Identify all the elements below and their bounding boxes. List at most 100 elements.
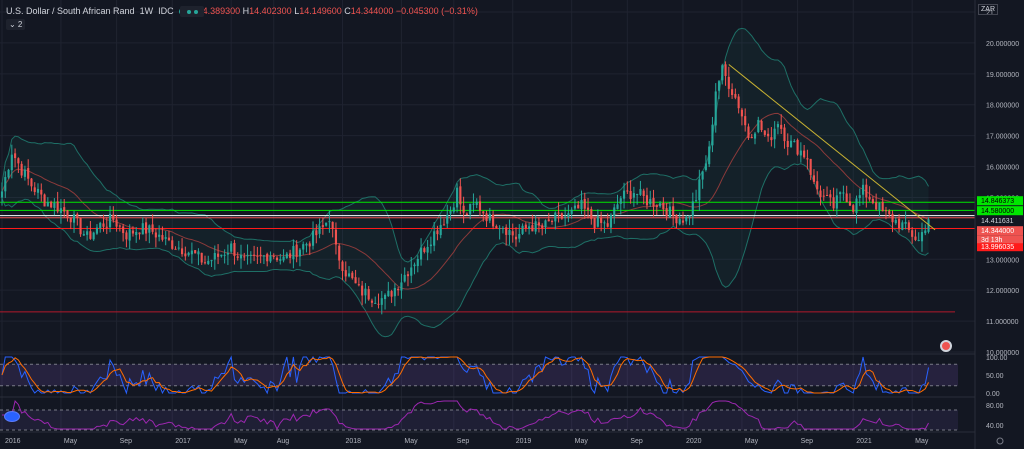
candle-body bbox=[550, 220, 554, 222]
candle-body bbox=[554, 212, 557, 222]
change-value: −0.045300 (−0.31%) bbox=[395, 6, 478, 16]
candle-body bbox=[0, 191, 4, 198]
candle bbox=[243, 252, 246, 261]
candle bbox=[609, 213, 613, 234]
candle-body bbox=[835, 195, 838, 209]
candle-body bbox=[334, 229, 338, 245]
candle bbox=[0, 182, 4, 206]
stoch-tick-label: 100.00 bbox=[986, 355, 1008, 362]
candle bbox=[23, 165, 26, 181]
candle-body bbox=[151, 224, 154, 232]
candle bbox=[714, 83, 717, 133]
candle bbox=[308, 241, 311, 255]
time-tick-label: May bbox=[234, 438, 248, 445]
candle bbox=[691, 192, 694, 226]
candle bbox=[338, 243, 341, 270]
candle bbox=[72, 210, 76, 233]
time-axis[interactable]: 2016 May Sep 2017 May Aug 2018 May Sep 2019 May Sep… bbox=[0, 431, 1004, 445]
candle bbox=[871, 196, 874, 205]
price-tick-label: 16.000000 bbox=[986, 165, 1019, 172]
candle-body bbox=[659, 203, 662, 207]
candle bbox=[868, 186, 871, 202]
candle-body bbox=[433, 231, 436, 246]
candle-body bbox=[148, 225, 151, 233]
candle bbox=[40, 183, 43, 202]
candle-body bbox=[331, 221, 334, 229]
time-tick-label: May bbox=[915, 438, 929, 445]
candle bbox=[50, 200, 53, 209]
candle-body bbox=[492, 214, 495, 227]
low-value: 14.149600 bbox=[299, 6, 342, 16]
currency-badge[interactable]: ZAR bbox=[978, 4, 998, 15]
candle bbox=[878, 202, 881, 217]
candle bbox=[423, 246, 426, 254]
candle-body bbox=[514, 236, 518, 240]
candle-body bbox=[898, 218, 901, 229]
candle-body bbox=[721, 65, 724, 81]
level-label: 14.411631 bbox=[981, 218, 1014, 225]
candle-body bbox=[901, 222, 904, 230]
candle bbox=[210, 259, 213, 267]
candle bbox=[380, 291, 383, 315]
candle bbox=[875, 193, 878, 211]
bollinger-upper bbox=[1, 27, 929, 263]
candle-body bbox=[27, 168, 30, 179]
candle bbox=[112, 206, 115, 223]
candle-body bbox=[544, 220, 547, 228]
candle-body bbox=[311, 230, 315, 246]
candle-body bbox=[328, 221, 331, 223]
candle-body bbox=[220, 254, 223, 257]
candle-body bbox=[338, 245, 341, 261]
candle bbox=[390, 289, 393, 303]
candle bbox=[865, 178, 868, 208]
candle bbox=[226, 244, 229, 266]
candle-body bbox=[14, 153, 17, 159]
candle-body bbox=[711, 124, 714, 146]
candle-body bbox=[773, 128, 776, 140]
candle bbox=[325, 222, 328, 227]
trendline[interactable] bbox=[728, 64, 936, 231]
candle bbox=[403, 267, 406, 283]
price-axis[interactable]: 21 20.000000 19.000000 18.000000 17.000000 16… bbox=[974, 0, 1023, 449]
candle-body bbox=[459, 186, 462, 205]
alert-icon[interactable] bbox=[940, 340, 952, 352]
rsi-band bbox=[0, 410, 958, 430]
symbol-title[interactable]: U.S. Dollar / South African Rand bbox=[6, 6, 135, 16]
eye-icon[interactable] bbox=[4, 411, 20, 422]
candle-body bbox=[645, 195, 649, 206]
price-tick-label: 21 bbox=[986, 10, 994, 17]
candle-body bbox=[112, 214, 115, 220]
candle-body bbox=[289, 253, 292, 258]
rsi-tick-label: 40.00 bbox=[986, 423, 1004, 430]
candle-body bbox=[649, 198, 652, 205]
candle-body bbox=[652, 197, 655, 207]
candle-body bbox=[803, 150, 806, 158]
candle-body bbox=[786, 140, 789, 148]
candle-body bbox=[56, 201, 59, 212]
candle-body bbox=[596, 216, 599, 227]
candle bbox=[341, 260, 344, 281]
time-tick-label: 2018 bbox=[345, 438, 361, 445]
candle-body bbox=[351, 272, 354, 279]
candle-body bbox=[478, 201, 482, 211]
indicator-toggle-icon[interactable] bbox=[180, 6, 204, 17]
candle bbox=[708, 140, 711, 167]
candle bbox=[89, 221, 92, 240]
candle-body bbox=[848, 201, 852, 206]
candle bbox=[773, 121, 776, 149]
candle bbox=[259, 246, 262, 264]
collapse-indicators-button[interactable]: ⌄ 2 bbox=[6, 19, 26, 30]
countdown-label: 3d 13h bbox=[981, 237, 1003, 244]
interval-label[interactable]: 1W bbox=[139, 6, 154, 16]
candle-body bbox=[665, 208, 668, 217]
candle bbox=[652, 189, 655, 217]
time-tick-label: Aug bbox=[277, 438, 290, 445]
candle bbox=[374, 296, 377, 304]
candle bbox=[564, 207, 567, 227]
candle-body bbox=[816, 181, 819, 190]
candle-body bbox=[30, 178, 33, 187]
candle-body bbox=[105, 226, 108, 228]
candle-body bbox=[469, 203, 472, 215]
candle-body bbox=[46, 202, 49, 207]
